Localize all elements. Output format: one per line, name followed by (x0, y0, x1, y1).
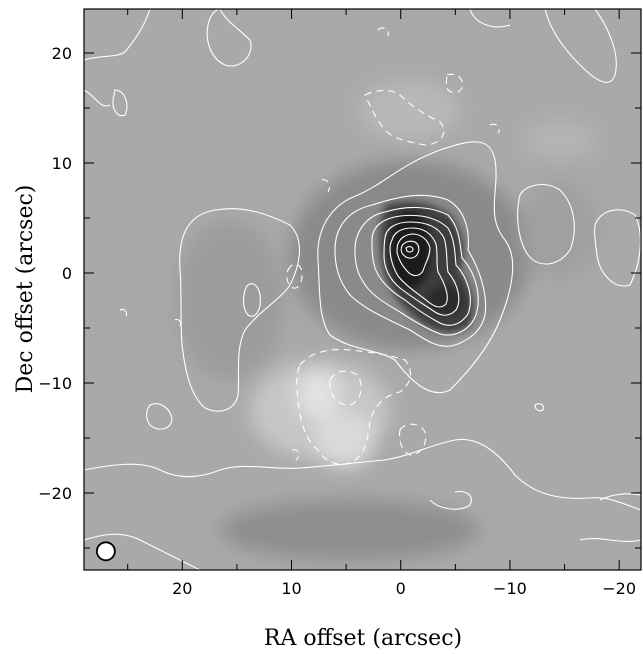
plot-frame (83, 8, 642, 571)
y-tick-label: 10 (52, 154, 72, 173)
axis-ticks (84, 9, 641, 570)
x-tick-label: 20 (172, 579, 192, 598)
y-tick-label: 20 (52, 44, 72, 63)
map-image (84, 9, 641, 570)
x-tick-label: −10 (493, 579, 527, 598)
negative-contours (286, 27, 500, 465)
x-tick-labels: 20 10 0 −10 −20 (172, 579, 636, 598)
y-tick-labels: 20 10 0 −10 −20 (38, 44, 72, 503)
x-tick-label: −20 (602, 579, 636, 598)
x-tick-label: 0 (396, 579, 406, 598)
x-axis-label: RA offset (arcsec) (264, 626, 462, 651)
contour-lines (84, 9, 641, 570)
y-tick-label: 0 (62, 264, 72, 283)
y-axis-label: Dec offset (arcsec) (13, 185, 38, 394)
y-tick-label: −10 (38, 374, 72, 393)
beam-ellipse (95, 541, 116, 562)
x-tick-label: 10 (281, 579, 301, 598)
y-tick-label: −20 (38, 484, 72, 503)
